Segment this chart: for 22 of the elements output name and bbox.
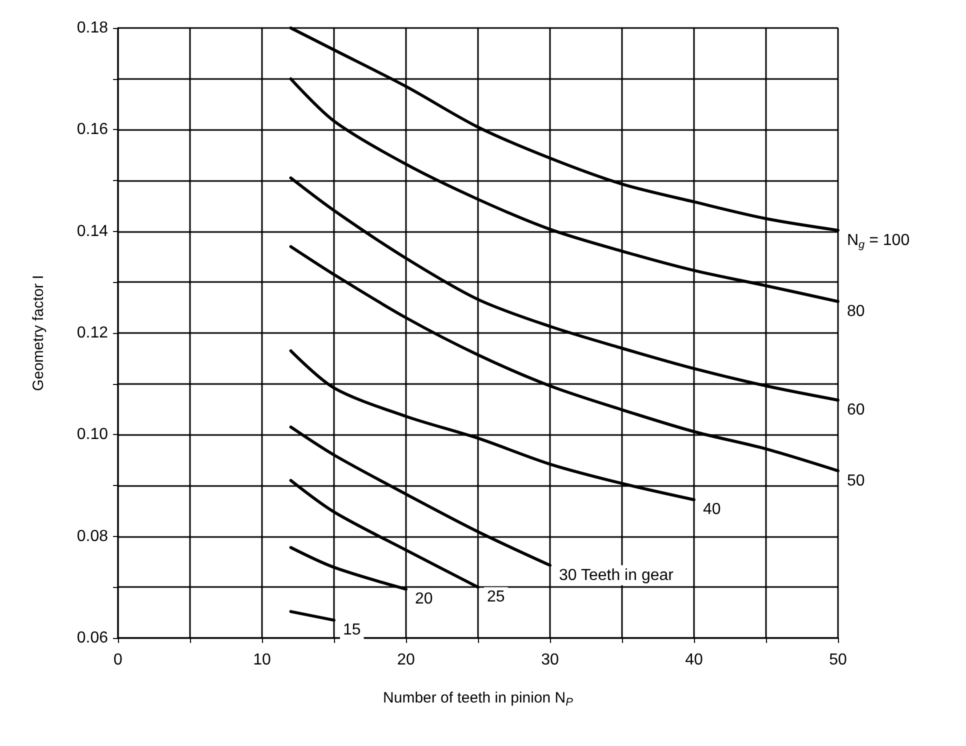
y-axis-title: Geometry factor I [30, 275, 47, 391]
y-tick-label: 0.08 [76, 528, 108, 545]
series-label: 15 [343, 622, 361, 639]
y-tick-label: 0.10 [76, 426, 108, 444]
x-tick-label: 20 [397, 652, 415, 668]
series-label: 80 [847, 302, 865, 320]
x-tick-label: 0 [114, 652, 123, 668]
x-tick-label: 10 [253, 652, 271, 668]
y-tick-label: 0.16 [76, 121, 108, 138]
series-label: 40 [703, 501, 721, 518]
y-tick-label: 0.06 [76, 630, 108, 646]
series-label: 60 [847, 402, 865, 419]
series-label: 25 [487, 588, 505, 606]
x-tick-label: 50 [829, 652, 847, 668]
series-label: 50 [847, 472, 865, 490]
series-label: 30 Teeth in gear [559, 566, 674, 584]
series-label: 20 [415, 590, 433, 608]
x-tick-label: 40 [685, 652, 703, 668]
y-tick-label: 0.14 [76, 222, 108, 240]
y-tick-label: 0.12 [76, 324, 108, 342]
y-tick-label: 0.18 [76, 20, 108, 36]
x-tick-label: 30 [541, 652, 559, 668]
